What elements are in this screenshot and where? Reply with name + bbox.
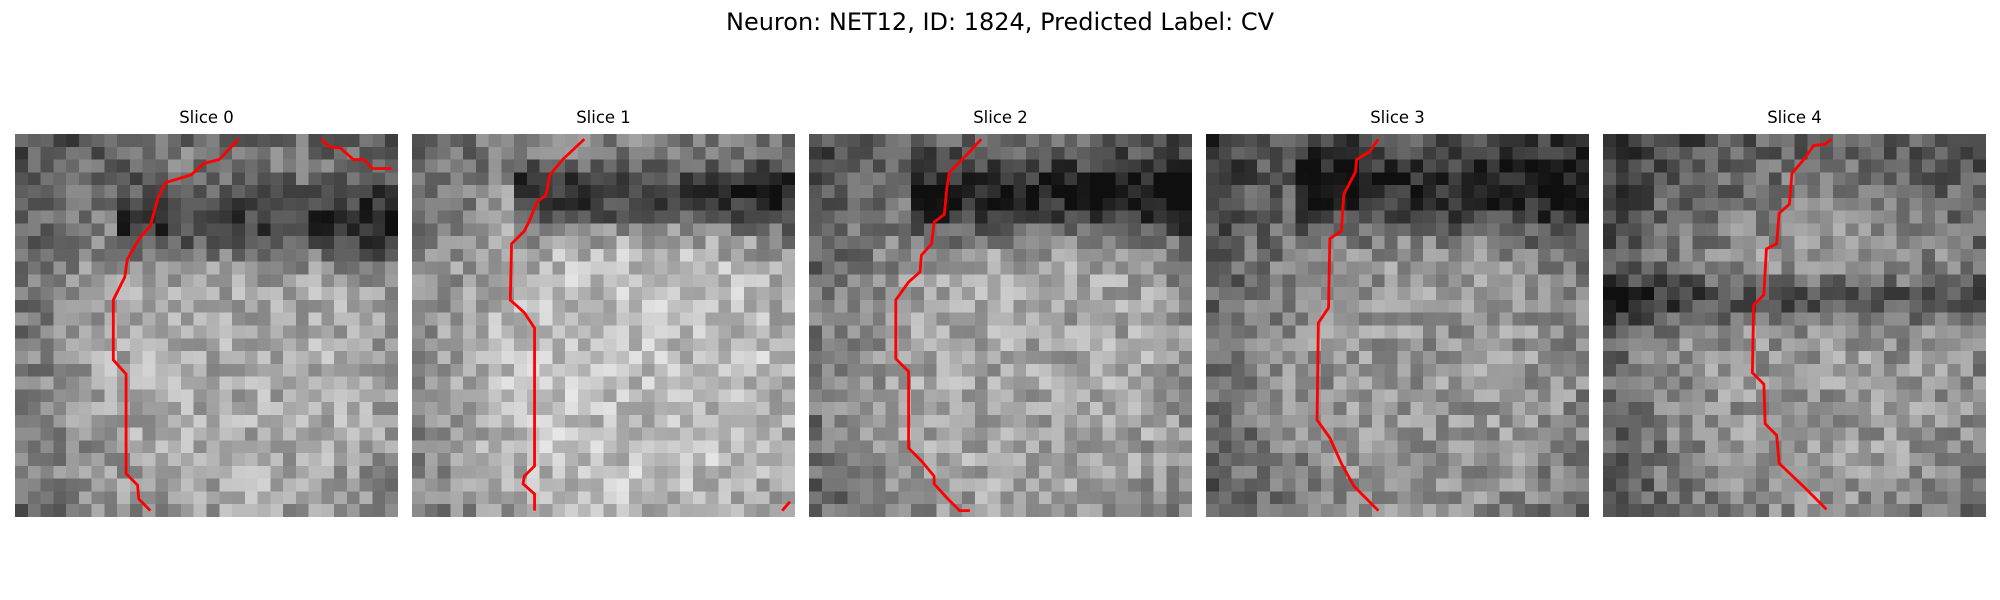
slice-panel-4: Slice 4 <box>1603 108 1986 518</box>
slice-panel-2: Slice 2 <box>809 108 1192 518</box>
neuron-contour-line-0b <box>320 138 392 170</box>
slice-title-2: Slice 2 <box>973 108 1028 127</box>
neuron-contour-line-0 <box>111 138 240 512</box>
slice-title-1: Slice 1 <box>576 108 631 127</box>
slice-panel-0: Slice 0 <box>15 108 398 518</box>
microscopy-slice-image-3 <box>1206 134 1589 517</box>
neuron-contour-line-1b <box>781 500 791 512</box>
slice-panel-3: Slice 3 <box>1206 108 1589 518</box>
neuron-contour-line-3 <box>1315 138 1380 512</box>
neuron-contour-line-4 <box>1750 138 1833 511</box>
slice-title-0: Slice 0 <box>179 108 234 127</box>
slice-title-3: Slice 3 <box>1370 108 1425 127</box>
slice-panel-1: Slice 1 <box>412 108 795 518</box>
neuron-contour-line-2 <box>894 138 983 513</box>
microscopy-slice-image-4 <box>1603 134 1986 517</box>
figure-title: Neuron: NET12, ID: 1824, Predicted Label… <box>726 8 1274 36</box>
microscopy-slice-image-1 <box>412 134 795 517</box>
slice-title-4: Slice 4 <box>1767 108 1822 127</box>
microscopy-slice-image-0 <box>15 134 398 517</box>
microscopy-slice-image-2 <box>809 134 1192 517</box>
neuron-contour-line-1 <box>508 138 586 511</box>
